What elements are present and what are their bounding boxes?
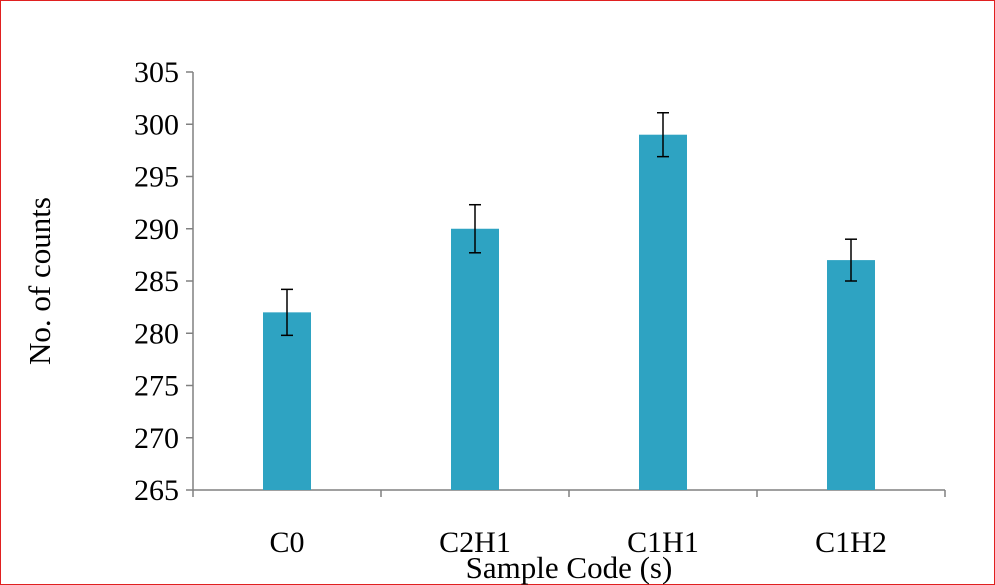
- error-bar: [469, 203, 481, 254]
- bar-c0: [263, 312, 311, 490]
- bar-c1h1: [639, 134, 687, 490]
- x-category-label: C1H1: [627, 526, 699, 559]
- bar-c1h2: [827, 260, 875, 490]
- y-axis-title: No. of counts: [22, 197, 57, 365]
- y-tick-label: 280: [134, 317, 179, 350]
- y-tick-label: 300: [134, 108, 179, 141]
- x-category-labels: C0 C2H1 C1H1 C1H2: [269, 526, 886, 559]
- y-tick-label: 275: [134, 370, 179, 403]
- y-axis: 265 270 275 280 285 290 295 300 305: [134, 56, 194, 507]
- error-bars: [281, 112, 857, 337]
- y-tick-label: 270: [134, 422, 179, 455]
- bar-c2h1: [451, 228, 499, 490]
- y-tick-label: 285: [134, 265, 179, 298]
- y-tick-label: 305: [134, 56, 179, 89]
- x-category-label: C0: [269, 526, 304, 559]
- x-category-label: C2H1: [439, 526, 511, 559]
- x-category-label: C1H2: [815, 526, 887, 559]
- y-tick-label: 290: [134, 213, 179, 246]
- error-bar: [281, 288, 293, 337]
- error-bar: [657, 112, 669, 158]
- error-bar: [845, 238, 857, 282]
- x-axis-title: Sample Code (s): [466, 550, 673, 585]
- x-axis: C0 C2H1 C1H1 C1H2: [192, 489, 946, 559]
- x-tick-marks: [192, 490, 946, 497]
- y-tick-labels: 265 270 275 280 285 290 295 300 305: [134, 56, 193, 507]
- y-tick-label: 295: [134, 161, 179, 194]
- bars: [263, 134, 875, 490]
- y-tick-label: 265: [134, 474, 179, 507]
